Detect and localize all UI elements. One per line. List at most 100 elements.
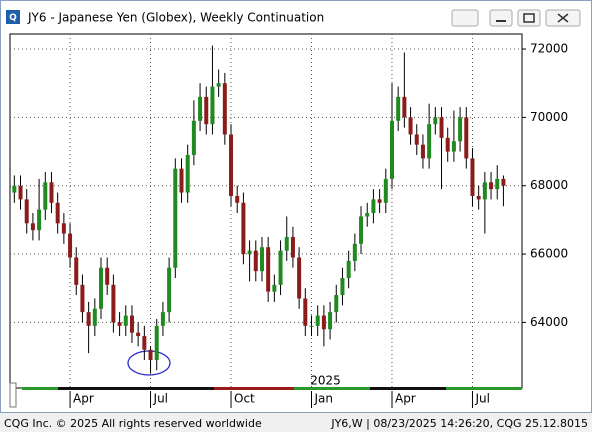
candle-body — [359, 216, 364, 244]
candle-body — [123, 315, 128, 326]
session-strip — [22, 387, 58, 390]
candle-body — [148, 349, 153, 360]
candle-body — [489, 182, 494, 190]
candle-body — [12, 185, 17, 193]
candle-body — [402, 96, 407, 118]
scroll-handle[interactable] — [9, 382, 17, 408]
candle-body — [383, 178, 388, 203]
window-title: JY6 - Japanese Yen (Globex), Weekly Cont… — [27, 11, 324, 25]
candle-body — [105, 267, 110, 285]
candle-body — [433, 117, 438, 125]
candle-body — [328, 312, 333, 330]
candle-body — [408, 117, 413, 135]
candle-body — [321, 315, 326, 330]
footer-left: CQG Inc. © 2025 All rights reserved worl… — [4, 417, 262, 430]
candle-body — [371, 199, 376, 214]
candle-body — [284, 236, 289, 251]
candle-body — [495, 178, 500, 190]
candle-body — [420, 144, 425, 159]
candle-body — [61, 223, 66, 234]
maximize-glyph — [523, 13, 535, 23]
candle-body — [501, 178, 506, 186]
candle-body — [99, 267, 104, 309]
candle-body — [352, 243, 357, 261]
candle-body — [272, 284, 277, 292]
candle-body — [198, 96, 203, 121]
x-tick-label: Jul — [474, 392, 489, 406]
session-strip — [214, 387, 294, 390]
session-strip — [58, 387, 214, 390]
plot-area — [9, 33, 523, 389]
close-glyph — [557, 13, 569, 23]
y-tick-label: 70000 — [530, 110, 568, 124]
candle-body — [185, 154, 190, 193]
marks: 64000 66000 68000 70000 72000 Apr Jul Oct Jan Apr… — [10, 34, 568, 408]
session-strip — [370, 387, 446, 390]
candle-body — [160, 312, 165, 326]
candle-body — [476, 195, 481, 200]
candle-body — [389, 120, 394, 179]
candle-body — [266, 247, 271, 292]
candle-body — [340, 277, 345, 296]
candle-body — [74, 257, 79, 285]
candle-body — [377, 199, 382, 203]
x-tick-label: Jan — [314, 392, 334, 406]
app-icon — [6, 10, 20, 24]
candle-body — [191, 120, 196, 155]
candle-body — [204, 96, 209, 125]
candle-body — [92, 308, 97, 326]
candle-body — [43, 182, 48, 210]
candle-body — [129, 315, 134, 333]
candle-body — [37, 209, 42, 231]
candle-body — [173, 168, 178, 268]
candle-body — [346, 260, 351, 278]
session-strip — [446, 387, 522, 390]
x-tick-label: Apr — [395, 392, 416, 406]
candle-body — [427, 124, 432, 159]
candle-body — [136, 332, 141, 337]
candle-body — [30, 223, 35, 231]
candle-body — [290, 236, 295, 258]
candle-body — [315, 315, 320, 326]
app-icon-glyph: Q — [9, 13, 17, 23]
candle-body — [55, 202, 60, 224]
minimize-button[interactable] — [489, 9, 513, 27]
candle-body — [117, 322, 122, 326]
candle-body — [229, 134, 234, 196]
candle-body — [458, 117, 463, 142]
candle-body — [235, 195, 240, 203]
link-button[interactable] — [451, 9, 479, 27]
session-strip — [294, 387, 370, 390]
x-tick-label: Apr — [73, 392, 94, 406]
candle-body — [482, 182, 487, 200]
candle-body — [303, 298, 308, 326]
candle-body — [210, 86, 215, 125]
candle-body — [222, 83, 227, 135]
candle-body — [86, 312, 91, 326]
candle-body — [297, 257, 302, 299]
candle-body — [278, 250, 283, 285]
candle-body — [396, 96, 401, 121]
candle-body — [464, 117, 469, 159]
candle-body — [241, 202, 246, 255]
candle-body — [80, 284, 85, 313]
maximize-button[interactable] — [517, 9, 541, 27]
candle-body — [253, 250, 258, 272]
candle-body — [445, 137, 450, 152]
candle-body — [439, 117, 444, 138]
y-tick-label: 68000 — [530, 178, 568, 192]
annotation: 2025 — [310, 374, 341, 388]
candle-body — [24, 199, 29, 224]
candle-body — [167, 267, 172, 313]
candle-body — [142, 336, 147, 350]
candle-body — [309, 325, 314, 327]
y-tick-label: 72000 — [530, 42, 568, 56]
candle-body — [18, 185, 23, 200]
candle-body — [259, 247, 264, 272]
candle-body — [247, 250, 252, 255]
candle-body — [68, 233, 73, 258]
candle-body — [179, 168, 184, 193]
candle-body — [365, 213, 370, 217]
x-tick-label: Jul — [153, 392, 168, 406]
